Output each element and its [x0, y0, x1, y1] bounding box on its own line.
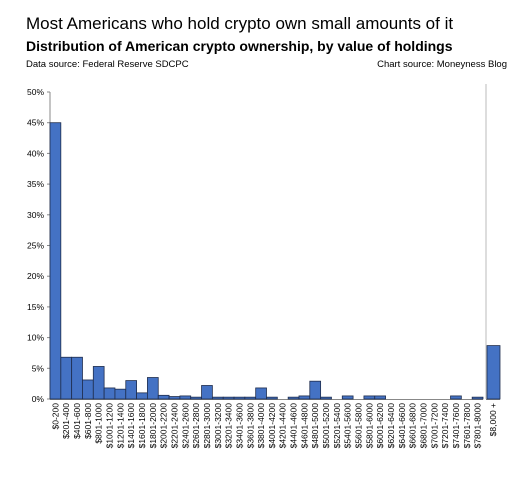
bar	[233, 396, 246, 400]
bar	[266, 396, 278, 400]
bar	[157, 394, 170, 400]
bar	[298, 395, 311, 400]
x-tick-label: $7001-7200	[429, 403, 439, 449]
bar	[255, 387, 267, 400]
bar	[49, 122, 62, 400]
x-tick-label: $7601-7800	[462, 403, 472, 449]
bar	[125, 380, 138, 400]
x-tick-label: $5401-5600	[343, 403, 353, 449]
y-tick-label: 0%	[32, 394, 45, 404]
x-tick-label: $601-800	[83, 403, 93, 439]
x-tick-label: $1401-1600	[126, 403, 136, 449]
x-tick-label: $5601-5800	[354, 403, 364, 449]
x-tick-label: $3401-3600	[234, 403, 244, 449]
x-tick-label: $4201-4400	[278, 403, 288, 449]
x-tick-label: $3801-4000	[256, 403, 266, 449]
x-tick-label: $4801-5000	[310, 403, 320, 449]
bar	[147, 377, 159, 400]
x-tick-label: $5801-6000	[364, 403, 374, 449]
x-tick-label: $6001-6200	[375, 403, 385, 449]
bar	[92, 366, 105, 400]
bar	[211, 396, 224, 400]
bar	[82, 379, 94, 400]
x-tick-label: $1801-2000	[148, 403, 158, 449]
y-tick-label: 20%	[27, 271, 44, 281]
bar	[244, 396, 257, 400]
x-tick-label: $5001-5200	[321, 403, 331, 449]
x-tick-label: $7201-7400	[440, 403, 450, 449]
x-tick-label: $0-200	[50, 403, 60, 430]
bar	[320, 396, 332, 400]
x-tick-label: $4001-4200	[267, 403, 277, 449]
chart-source: Chart source: Moneyness Blog	[377, 59, 507, 70]
x-tick-label: $2601-2800	[191, 403, 201, 449]
x-tick-label: $201-400	[61, 403, 71, 439]
y-tick-label: 35%	[27, 179, 44, 189]
x-tick-label: $3001-3200	[213, 403, 223, 449]
bar	[190, 396, 202, 400]
bar	[60, 356, 73, 400]
x-tick-label: $1001-1200	[105, 403, 115, 449]
x-tick-label: $7801-8000	[473, 403, 483, 449]
x-tick-label: $6601-6800	[408, 403, 418, 449]
x-tick-label: $801-1000	[94, 403, 104, 444]
y-tick-label: 45%	[27, 118, 44, 128]
bar	[168, 396, 181, 400]
x-tick-label: $4401-4600	[289, 403, 299, 449]
bar	[71, 356, 83, 400]
y-tick-label: 30%	[27, 210, 44, 220]
bar	[450, 395, 462, 400]
x-tick-label: $6201-6400	[386, 403, 396, 449]
bar	[201, 385, 213, 400]
x-tick-label: $3201-3400	[224, 403, 234, 449]
x-tick-label: $7401-7600	[451, 403, 461, 449]
y-tick-label: 10%	[27, 333, 44, 343]
x-tick-label: $6801-7000	[418, 403, 428, 449]
bar	[471, 396, 484, 400]
bar	[374, 395, 386, 400]
y-tick-label: 40%	[27, 148, 44, 158]
x-tick-label: $2001-2200	[159, 403, 169, 449]
bar	[341, 395, 354, 400]
x-tick-label: $401-600	[72, 403, 82, 439]
y-tick-label: 5%	[32, 363, 45, 373]
y-tick-label: 25%	[27, 241, 44, 251]
x-tick-label: $1201-1400	[115, 403, 125, 449]
x-tick-label: $1601-1800	[137, 403, 147, 449]
bar	[114, 388, 127, 400]
bar	[136, 392, 148, 400]
y-tick-label: 15%	[27, 302, 44, 312]
data-source: Data source: Federal Reserve SDCPC	[26, 59, 189, 70]
overflow-tick-label: $8,000 +	[488, 403, 498, 436]
x-tick-label: $2201-2400	[169, 403, 179, 449]
bar	[309, 380, 322, 400]
x-tick-label: $6401-6600	[397, 403, 407, 449]
x-tick-label: $2401-2600	[180, 403, 190, 449]
x-tick-label: $5201-5400	[332, 403, 342, 449]
chart-title: Most Americans who hold crypto own small…	[26, 14, 454, 33]
x-tick-label: $3601-3800	[245, 403, 255, 449]
bar	[179, 395, 192, 400]
y-tick-label: 50%	[27, 87, 44, 97]
x-tick-label: $4601-4800	[299, 403, 309, 449]
bar	[222, 396, 235, 400]
bar	[363, 395, 376, 400]
bar	[103, 387, 116, 400]
chart-subtitle: Distribution of American crypto ownershi…	[26, 38, 453, 54]
bar	[287, 396, 300, 400]
overflow-bar	[486, 345, 501, 400]
x-tick-label: $2801-3000	[202, 403, 212, 449]
